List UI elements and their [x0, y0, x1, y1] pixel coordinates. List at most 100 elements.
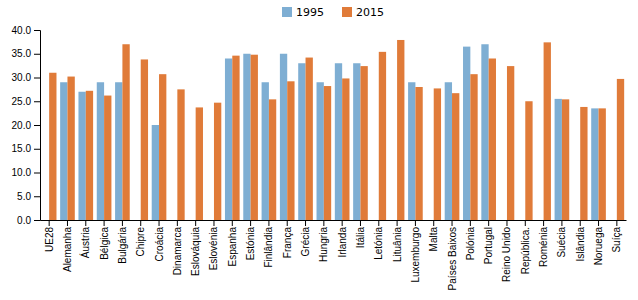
bar — [42, 220, 49, 221]
x-tick-label: República. — [520, 227, 531, 274]
x-tick-label: Itália — [355, 227, 366, 249]
x-tick-label: Portugal — [483, 227, 494, 264]
x-tick-label: Malta — [428, 227, 439, 252]
x-tick-mark — [287, 220, 288, 226]
x-tick-mark — [250, 220, 251, 226]
x-tick-label: Suíça — [611, 227, 622, 253]
x-tick-label: UE28 — [44, 227, 55, 252]
x-tick: Polónia — [465, 220, 476, 260]
x-tick: Estónia — [245, 220, 256, 260]
x-tick-label: Suécia — [556, 227, 567, 258]
x-tick: Reino Unido — [501, 220, 512, 282]
x-tick-mark — [140, 220, 141, 226]
bar — [141, 59, 148, 220]
bar — [599, 108, 606, 220]
y-tick: 40.0 — [12, 25, 40, 36]
y-tick-label: 30.0 — [12, 72, 32, 83]
x-tick: Bulgária — [117, 220, 128, 264]
y-tick-mark — [34, 149, 40, 150]
x-tick-label: Grécia — [300, 227, 311, 257]
bar — [225, 59, 232, 221]
x-tick-mark — [323, 220, 324, 226]
bar — [342, 78, 349, 220]
bar — [544, 42, 551, 220]
x-tick-label: Alemanha — [62, 227, 73, 272]
y-axis: 0.05.010.015.020.025.030.035.040.0 — [12, 25, 41, 226]
x-tick-label: Noruega — [593, 227, 604, 266]
y-tick-label: 5.0 — [17, 191, 31, 202]
x-tick-label: Lituânia — [392, 227, 403, 262]
bar — [408, 82, 415, 220]
x-tick-mark — [525, 220, 526, 226]
y-tick-label: 10.0 — [12, 167, 32, 178]
legend-swatch — [282, 7, 292, 17]
y-tick-label: 0.0 — [17, 215, 31, 226]
x-tick-mark — [452, 220, 453, 226]
legend-item: 2015 — [342, 6, 384, 19]
x-tick-label: Dinamarca — [172, 227, 183, 276]
bar — [580, 107, 587, 220]
bar — [470, 74, 477, 220]
bar — [555, 99, 562, 220]
y-tick-mark — [34, 101, 40, 102]
bar — [196, 107, 203, 220]
bar — [452, 93, 459, 220]
y-tick-mark — [34, 220, 40, 221]
x-tick-label: Finlândia — [263, 227, 274, 268]
x-tick: Croácia — [154, 220, 165, 261]
y-tick-mark — [34, 78, 40, 79]
bar — [122, 44, 129, 220]
bar — [371, 220, 378, 221]
bars — [49, 40, 624, 220]
bar-series — [49, 40, 624, 220]
y-tick-mark — [34, 173, 40, 174]
x-tick-label: Espanha — [227, 227, 238, 267]
bar — [104, 96, 111, 220]
bar — [60, 82, 67, 220]
bar — [232, 56, 239, 220]
x-tick-mark — [67, 220, 68, 226]
x-tick-mark — [378, 220, 379, 226]
y-tick: 10.0 — [12, 167, 40, 178]
bar — [86, 91, 93, 220]
bar — [243, 54, 250, 220]
x-tick-label: Estónia — [245, 227, 256, 261]
x-tick: Hungria — [318, 220, 329, 262]
x-tick: Suécia — [556, 220, 567, 258]
bar — [115, 82, 122, 220]
bar — [489, 59, 496, 221]
bar — [170, 220, 177, 221]
x-tick: Eslováquia — [190, 220, 201, 276]
y-tick-mark — [34, 54, 40, 55]
y-axis-line — [34, 31, 41, 221]
x-tick-label: Chipre — [135, 227, 146, 257]
x-tick-label: Áustria — [79, 227, 91, 259]
x-tick: Irlanda — [337, 220, 348, 258]
bar — [67, 77, 74, 220]
bar — [617, 79, 624, 220]
legend: 19952015 — [282, 6, 384, 19]
bar — [463, 47, 470, 220]
bar — [610, 220, 617, 221]
x-tick: Malta — [428, 220, 439, 251]
x-tick-label: Países Baixos — [447, 227, 458, 290]
bar — [306, 58, 313, 220]
x-tick: Grécia — [300, 220, 311, 256]
bar — [251, 55, 258, 220]
x-tick-label: Eslováquia — [190, 227, 201, 276]
bar — [159, 74, 166, 220]
x-tick-mark — [543, 220, 544, 226]
bar — [518, 220, 525, 221]
x-tick-mark — [268, 220, 269, 226]
bar — [97, 82, 104, 220]
y-tick: 15.0 — [12, 143, 40, 154]
y-tick-label: 40.0 — [12, 25, 32, 36]
x-axis: UE28AlemanhaÁustriaBélgicaBulgáriaChipre… — [41, 220, 627, 290]
bar — [397, 40, 404, 220]
bar — [335, 63, 342, 220]
x-tick: Finlândia — [263, 220, 274, 268]
bar — [280, 54, 287, 220]
x-tick: Suíça — [611, 220, 622, 253]
bar — [525, 101, 532, 220]
bar — [562, 99, 569, 220]
